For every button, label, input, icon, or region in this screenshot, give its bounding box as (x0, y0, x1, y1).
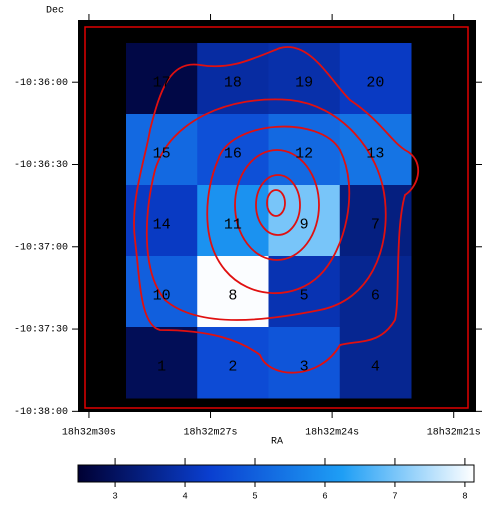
pixel-cell (197, 327, 269, 399)
y-axis-label: Dec (46, 6, 64, 17)
colorbar-tick-label: 6 (322, 491, 327, 501)
cell-label: 15 (153, 145, 171, 162)
cell-label: 3 (300, 358, 309, 375)
y-tick-label: -10:37:30 (14, 325, 68, 336)
contours (133, 46, 420, 374)
colorbar-tick-label: 4 (182, 491, 187, 501)
y-tick-label: -10:36:00 (14, 78, 68, 89)
x-tick-label: 18h32m30s (62, 427, 116, 439)
pixel-cell (126, 43, 198, 115)
cell-label: 7 (371, 216, 380, 233)
colorbar-tick-label: 5 (252, 491, 257, 501)
contour (234, 149, 320, 261)
y-tick-label: -10:38:00 (14, 407, 68, 418)
x-tick-label: 18h32m27s (184, 427, 238, 439)
colorbar-tick-label: 3 (112, 491, 117, 501)
region-box (84, 26, 469, 409)
cell-label: 6 (371, 287, 380, 304)
contour (145, 98, 387, 321)
contour (133, 46, 420, 374)
contour (255, 174, 301, 236)
pixel-cell (339, 43, 412, 115)
y-tick-label: -10:36:30 (14, 160, 68, 171)
cell-label: 5 (300, 287, 309, 304)
colorbar-tick-label: 7 (392, 491, 397, 501)
x-tick-label: 18h32m21s (427, 427, 481, 439)
cell-label: 10 (153, 287, 171, 304)
cell-label: 13 (366, 145, 384, 162)
pixel-cell (197, 43, 269, 115)
cell-label: 8 (228, 287, 237, 304)
pixel-cell (268, 185, 341, 257)
cell-label: 14 (153, 216, 171, 233)
colorbar (77, 464, 475, 483)
pixel-cell (126, 185, 198, 257)
pixel-cell (268, 256, 341, 328)
y-tick-label: -10:37:00 (14, 242, 68, 253)
cell-label: 2 (228, 358, 237, 375)
pixel-cell (268, 327, 341, 399)
cell-label: 9 (300, 216, 309, 233)
cell-label: 11 (224, 216, 242, 233)
pixel-cell (197, 114, 269, 186)
cell-label: 16 (224, 145, 242, 162)
x-tick-label: 18h32m24s (305, 427, 359, 439)
x-axis-label: RA (271, 437, 283, 448)
cell-label: 19 (295, 74, 313, 91)
cell-label: 17 (153, 74, 171, 91)
pixel-cell (339, 256, 412, 328)
cell-label: 18 (224, 74, 242, 91)
pixel-cell (339, 114, 412, 186)
cell-label: 12 (295, 145, 313, 162)
pixel-cell (126, 327, 198, 399)
colorbar-tick-label: 8 (462, 491, 467, 501)
contour (266, 189, 286, 217)
contour (206, 125, 351, 295)
cell-label: 1 (157, 358, 166, 375)
pixel-cell (339, 327, 412, 399)
cell-label: 20 (366, 74, 384, 91)
cell-label: 4 (371, 358, 380, 375)
